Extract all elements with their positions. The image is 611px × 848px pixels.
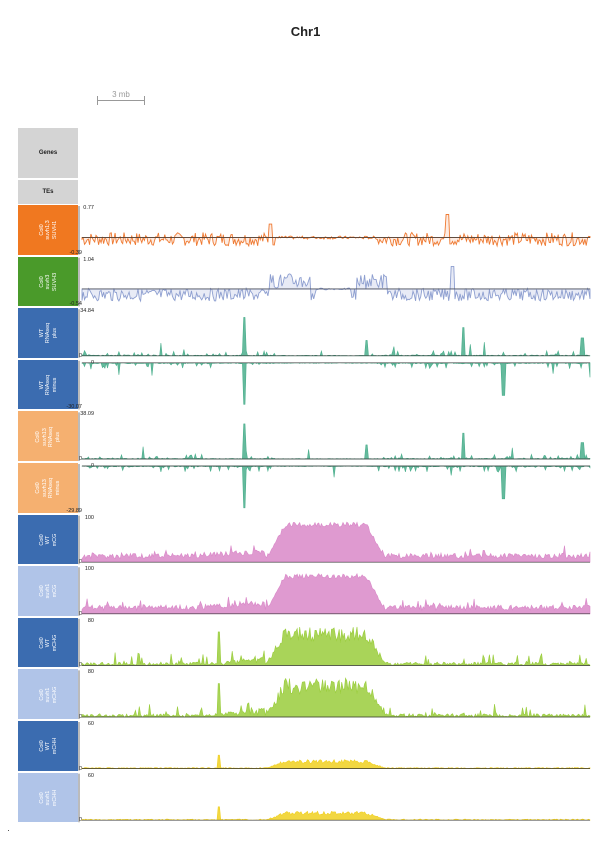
- track-ymax: 38.09: [80, 411, 94, 418]
- track-ymin: 0: [78, 713, 82, 720]
- scale-bar-label: 3 mb: [112, 90, 130, 99]
- track-ymax: 80: [87, 669, 94, 676]
- track-label-1: Col0 suvh3 SUVH3 1.04 -0.54: [18, 256, 94, 308]
- track-ymin: -29.89: [66, 507, 82, 514]
- track-ymin: 0: [78, 765, 82, 772]
- track-signal-6: [81, 521, 591, 563]
- track-ymin: 0: [78, 817, 82, 824]
- track-ymin: 0: [78, 610, 82, 617]
- track-label-0: Col0 suvh1;3 SUVH1 0.77 -0.39: [18, 205, 94, 256]
- track-signal-7: [81, 573, 591, 615]
- track-ymin: -0.54: [69, 301, 82, 308]
- track-ymin: 0: [78, 559, 82, 566]
- scale-bar: 3 mb: [97, 90, 145, 106]
- track-label-3: WTRNAseqminus0-30.07: [18, 359, 94, 411]
- annotation-track-genes: Genes: [18, 128, 78, 179]
- track-signal-10: [81, 754, 591, 769]
- track-ymax: 100: [84, 566, 94, 573]
- track-label-6: Col0 WT mCG 100 0: [18, 514, 94, 566]
- track-label-9: Col0 suvh1 mCHG 80 0: [18, 669, 94, 720]
- track-ymax: 1.04: [83, 256, 94, 263]
- track-signal-2: [81, 317, 591, 357]
- scale-bar-line: [97, 100, 145, 101]
- track-ymax: 100: [84, 514, 94, 521]
- track-signal-8: [81, 626, 591, 667]
- track-label-8: Col0 WT mCHG 80 0: [18, 617, 94, 669]
- track-label-7: Col0 suvh1 mCG 100 0: [18, 566, 94, 617]
- annotation-track-label: Genes: [38, 150, 58, 156]
- track-ymin: -30.07: [66, 404, 82, 411]
- track-ymax: 0.77: [83, 205, 94, 211]
- chromosome-title: Chr1: [290, 24, 321, 39]
- track-label-5: Col0suvh13RNAseqminus0-29.89: [18, 463, 94, 514]
- track-label-10: Col0 WT mCHH 60 0: [18, 721, 94, 772]
- scale-bar-tick-left: [97, 96, 98, 105]
- annotation-track-label: TEs: [42, 189, 54, 195]
- track-ymax: 80: [87, 617, 94, 624]
- track-signal-9: [81, 677, 591, 718]
- track-ymax: 34.84: [80, 308, 94, 315]
- track-signal-11: [81, 806, 591, 821]
- track-label-2: WT RNAseq plus 34.84 0: [18, 308, 94, 359]
- track-ymin: 0: [78, 662, 82, 669]
- track-label-4: Col0 suvh13 RNAseq plus 38.09 0: [18, 411, 94, 462]
- track-ymin: 0: [78, 455, 82, 462]
- track-ymax: 60: [87, 772, 94, 779]
- track-signal-0: [81, 214, 591, 248]
- track-label-11: Col0 suvh1 mCHH 60 0: [18, 772, 94, 824]
- corner-dot: [8, 830, 9, 831]
- track-ymin: -0.39: [69, 249, 82, 256]
- track-signal-3: [81, 361, 591, 405]
- track-ymin: 0: [78, 352, 82, 359]
- track-signal-1: [81, 265, 591, 303]
- scale-bar-tick-right: [144, 96, 145, 105]
- track-signal-4: [81, 423, 591, 460]
- track-signal-5: [81, 465, 591, 509]
- annotation-track-tes: TEs: [18, 180, 78, 205]
- track-ymax: 60: [87, 721, 94, 727]
